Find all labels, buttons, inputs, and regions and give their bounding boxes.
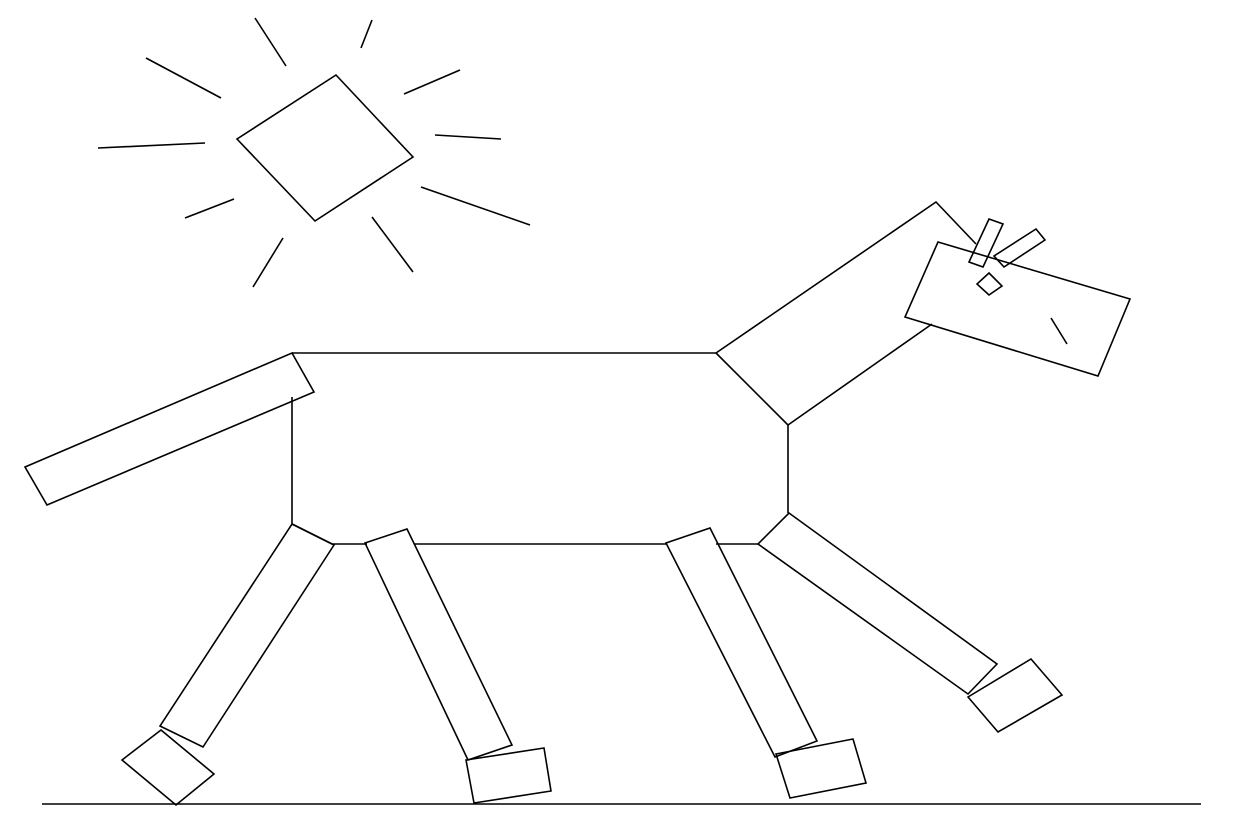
sun [97,17,531,288]
horse-tail [23,351,316,507]
horse-hoof [774,738,868,799]
sun-body [235,73,415,223]
horse-ear-left [967,218,1005,268]
sun-ray [145,57,222,99]
horse-head [903,241,1132,377]
sun-ray [184,198,235,219]
horse-nostril [1050,317,1068,345]
horse-leg [158,522,336,749]
horse-neck-bottom [787,323,933,426]
horse [23,200,1132,807]
horse-chest [715,352,789,513]
sun-ray [360,19,373,49]
sun-ray [420,186,531,226]
horse-hoof [966,657,1064,734]
horse-leg [363,528,514,761]
horse-eye [975,271,1004,297]
horse-body [291,397,367,545]
sun-ray [97,142,206,149]
horse-ear-right [992,227,1047,269]
horse-neck-top [715,200,977,354]
horse-leg [756,511,999,696]
sun-rays [97,17,531,288]
sun-ray [371,216,414,273]
horse-leg [664,527,819,759]
sun-ray [403,69,461,95]
sun-ray [254,17,287,67]
sun-ray [434,134,502,140]
horse-hoof [120,728,216,807]
horse-hoof [465,747,552,804]
sun-ray [252,237,284,288]
